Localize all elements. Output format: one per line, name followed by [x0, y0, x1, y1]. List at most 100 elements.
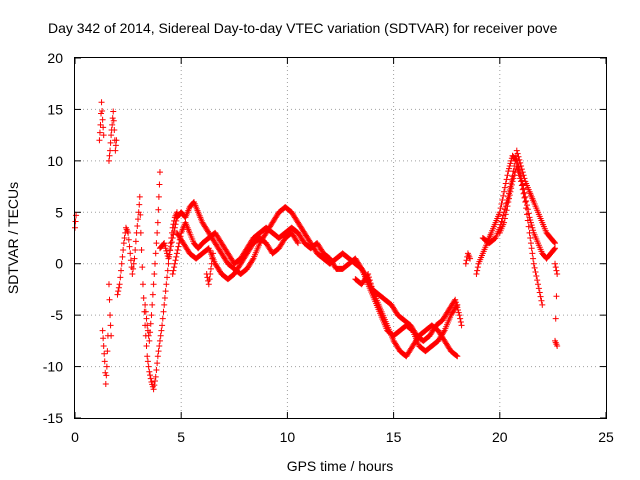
x-tick-label: 0: [71, 429, 79, 445]
data-point: [365, 271, 372, 277]
data-point: [161, 240, 168, 247]
data-point: [529, 224, 536, 231]
data-point: [513, 147, 520, 154]
y-tick-label: 5: [55, 204, 63, 220]
data-point: [453, 301, 460, 308]
data-point: [505, 199, 512, 205]
data-point: [103, 363, 110, 370]
data-point: [539, 301, 546, 308]
data-point: [101, 358, 108, 365]
x-tick-label: 5: [177, 429, 185, 445]
data-point: [136, 201, 143, 208]
data-point: [367, 280, 374, 287]
data-point: [294, 238, 301, 245]
data-point: [165, 260, 172, 267]
data-point: [514, 150, 521, 157]
data-point: [462, 260, 469, 267]
data-point: [365, 274, 372, 281]
data-point: [500, 192, 507, 199]
data-point: [145, 363, 152, 370]
data-point: [105, 157, 112, 164]
data-point: [498, 201, 505, 208]
data-point: [170, 267, 177, 274]
data-point: [104, 348, 111, 355]
data-point: [107, 147, 114, 154]
data-point: [172, 221, 179, 228]
data-point: [149, 291, 156, 298]
y-tick-label: 10: [47, 153, 63, 169]
data-point: [520, 190, 527, 197]
data-point: [130, 265, 137, 272]
data-point: [99, 116, 106, 123]
data-point: [144, 358, 151, 365]
data-point: [551, 246, 558, 253]
data-point: [206, 276, 213, 283]
data-point: [530, 227, 537, 234]
data-point: [249, 256, 256, 263]
data-point: [118, 267, 125, 274]
data-point: [535, 281, 542, 288]
data-point: [115, 288, 122, 295]
data-point: [155, 193, 162, 200]
x-tick-label: 15: [386, 429, 402, 445]
data-point: [112, 147, 119, 154]
data-point: [164, 267, 171, 274]
data-point: [453, 352, 460, 359]
data-point: [167, 247, 174, 254]
data-point: [129, 271, 136, 277]
data-point: [553, 267, 560, 274]
data-point: [554, 271, 561, 277]
data-point: [207, 271, 214, 277]
data-point: [499, 196, 506, 203]
data-point: [146, 368, 153, 375]
data-point: [146, 337, 153, 344]
data-point: [140, 295, 147, 301]
y-tick-label: 15: [47, 101, 63, 117]
data-point: [142, 308, 149, 315]
data-point: [121, 235, 128, 241]
x-tick-label: 20: [492, 429, 508, 445]
data-point: [473, 271, 480, 277]
data-point: [552, 240, 559, 247]
data-point: [117, 274, 124, 281]
data-point: [147, 329, 154, 336]
data-point: [452, 299, 459, 306]
data-point: [114, 291, 121, 298]
data-point: [156, 343, 163, 349]
data-point: [506, 195, 513, 202]
data-point: [532, 268, 539, 275]
data-point: [132, 238, 139, 245]
data-point: [98, 99, 105, 106]
data-point: [159, 315, 166, 322]
data-point: [520, 185, 527, 192]
data-point: [525, 223, 532, 230]
data-point: [516, 156, 523, 163]
data-point: [155, 348, 162, 355]
data-point: [506, 165, 513, 172]
data-point: [454, 353, 461, 360]
data-point: [440, 328, 447, 335]
data-point: [156, 181, 163, 188]
data-point: [100, 335, 107, 342]
data-point: [108, 132, 115, 139]
data-point: [208, 260, 215, 267]
data-point: [125, 229, 132, 236]
data-point: [552, 245, 559, 252]
data-point: [456, 312, 463, 319]
data-point: [107, 312, 114, 319]
data-point: [153, 367, 160, 373]
x-tick-label: 10: [280, 429, 296, 445]
data-point: [512, 157, 519, 164]
data-point: [205, 281, 212, 288]
data-point: [209, 255, 216, 262]
data-point: [100, 124, 107, 131]
data-point: [97, 121, 104, 128]
data-point: [295, 240, 302, 247]
x-tick-label: 25: [598, 429, 614, 445]
y-tick-label: -15: [43, 410, 63, 426]
data-point: [100, 132, 107, 139]
data-point: [524, 217, 531, 224]
data-point: [457, 319, 464, 325]
data-point: [160, 308, 167, 315]
data-point: [154, 353, 161, 360]
